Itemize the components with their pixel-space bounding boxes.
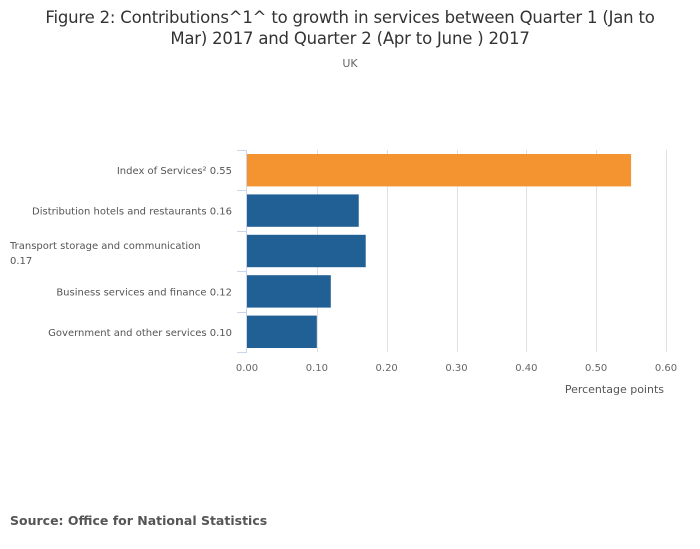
x-tick-label: 0.20 [376,363,398,374]
chart-title-line-1: Figure 2: Contributions^1^ to growth in … [45,8,655,27]
x-axis-tick-labels: 0.00 0.10 0.20 0.30 0.40 0.50 0.60 [236,363,677,374]
category-label: Government and other services 0.10 [48,328,232,339]
x-tick-label: 0.40 [515,363,537,374]
x-tick-label: 0.30 [445,363,467,374]
chart-title: Figure 2: Contributions^1^ to growth in … [0,7,700,49]
y-axis [237,150,247,353]
chart-subtitle: UK [342,57,358,70]
category-label: Index of Services² 0.55 [117,166,232,177]
category-label: Distribution hotels and restaurants 0.16 [32,207,232,218]
bars [247,154,632,348]
bar[interactable] [247,275,331,308]
category-label-line: 0.17 [10,256,32,267]
category-label: Transport storage and communication 0.17 [9,241,201,267]
category-labels: Index of Services² 0.55 Distribution hote… [9,166,232,339]
bar[interactable] [247,234,366,268]
x-tick-label: 0.10 [306,363,328,374]
x-axis-title: Percentage points [565,383,664,396]
bar[interactable] [247,194,359,227]
category-label-line: Transport storage and communication [9,241,201,252]
x-tick-label: 0.60 [655,363,677,374]
bar[interactable] [247,315,317,348]
x-tick-label: 0.50 [585,363,607,374]
x-tick-label: 0.00 [236,363,258,374]
chart-title-line-2: Mar) 2017 and Quarter 2 (Apr to June ) 2… [170,29,530,48]
source-note: Source: Office for National Statistics [10,513,268,528]
bar[interactable] [247,154,632,187]
category-label: Business services and finance 0.12 [56,287,232,298]
